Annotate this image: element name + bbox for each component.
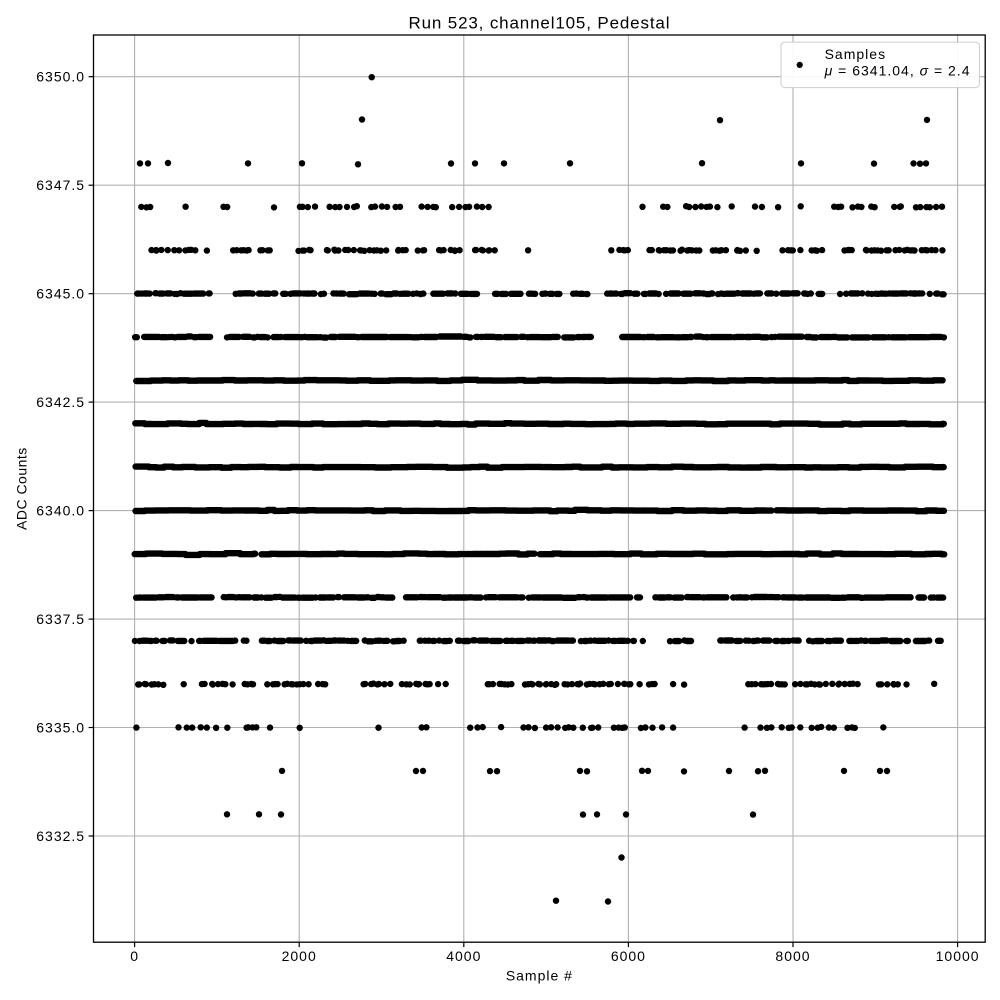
svg-text:6340.0: 6340.0: [36, 503, 85, 519]
svg-text:6342.5: 6342.5: [36, 394, 85, 410]
svg-text:6332.5: 6332.5: [36, 828, 85, 844]
svg-text:6350.0: 6350.0: [36, 69, 85, 85]
svg-text:ADC Counts: ADC Counts: [14, 447, 30, 530]
svg-text:6347.5: 6347.5: [36, 177, 85, 193]
svg-text:6337.5: 6337.5: [36, 611, 85, 627]
svg-text:0: 0: [130, 948, 139, 964]
svg-text:10000: 10000: [936, 948, 980, 964]
svg-text:8000: 8000: [775, 948, 810, 964]
svg-text:Samples: Samples: [825, 46, 886, 62]
svg-text:μ = 6341.04, σ = 2.4: μ = 6341.04, σ = 2.4: [824, 63, 971, 79]
svg-text:Run 523, channel105, Pedestal: Run 523, channel105, Pedestal: [408, 14, 670, 33]
svg-text:6335.0: 6335.0: [36, 720, 85, 736]
svg-text:2000: 2000: [282, 948, 317, 964]
svg-text:6345.0: 6345.0: [36, 286, 85, 302]
svg-text:4000: 4000: [446, 948, 481, 964]
svg-text:6000: 6000: [611, 948, 646, 964]
svg-text:Sample #: Sample #: [506, 968, 573, 984]
